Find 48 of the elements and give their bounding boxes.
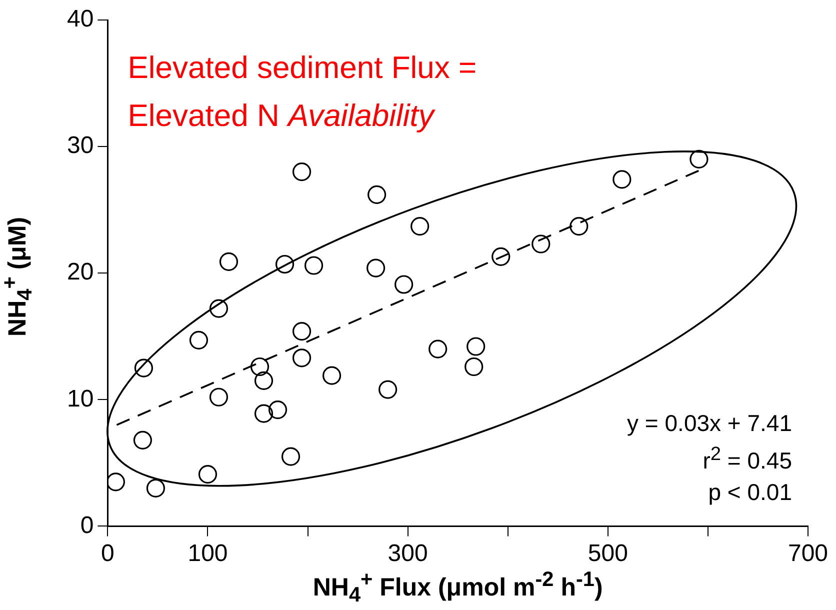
point: [281, 447, 300, 466]
point: [532, 234, 550, 254]
point: [322, 366, 342, 385]
point: [133, 430, 152, 450]
point: [368, 185, 386, 204]
point: [275, 254, 294, 274]
point: [394, 275, 414, 294]
point: [492, 247, 510, 266]
x-tick-label: 0: [101, 540, 114, 568]
annotation: p < 0.01: [707, 478, 792, 507]
y-tick-label: 40: [66, 6, 94, 33]
point: [254, 371, 274, 390]
y-tick-label: 10: [66, 385, 94, 412]
point: [189, 330, 208, 350]
point: [198, 465, 218, 484]
point: [209, 388, 228, 406]
point: [134, 358, 154, 378]
point: [254, 404, 274, 423]
point: [378, 380, 398, 399]
point: [209, 299, 228, 318]
point: [250, 357, 270, 376]
point: [304, 256, 324, 275]
point: [292, 322, 312, 341]
x-tick-label: 700: [788, 540, 828, 568]
y-tick-label: 30: [66, 132, 94, 160]
x-tick-label: 100: [188, 540, 228, 568]
point: [366, 258, 386, 278]
point: [690, 150, 708, 169]
annotation: Elevated N Availability: [128, 98, 434, 134]
point: [292, 162, 312, 182]
point: [219, 252, 238, 272]
annotation: Elevated sediment Flux =: [128, 50, 477, 86]
x-axis-title: NH$_{4}$$^{+}$ Flux (μmol m$^{-2}$ h$^{-1}$): [312, 568, 604, 608]
x-tick-label: 300: [388, 540, 428, 568]
y-tick-label: 20: [66, 258, 94, 286]
x-tick-label: 500: [588, 540, 628, 568]
point: [612, 170, 632, 189]
annotation: y = 0.03x + 7.41: [627, 409, 792, 438]
point: [464, 357, 484, 376]
point: [466, 337, 486, 356]
point: [410, 216, 430, 236]
annotation: r$^{2}$ = 0.45: [702, 443, 792, 476]
point: [146, 478, 166, 498]
point: [428, 340, 448, 358]
y-tick-label: 0: [80, 512, 94, 539]
point: [292, 348, 312, 368]
point: [570, 216, 588, 236]
point: [268, 400, 288, 420]
